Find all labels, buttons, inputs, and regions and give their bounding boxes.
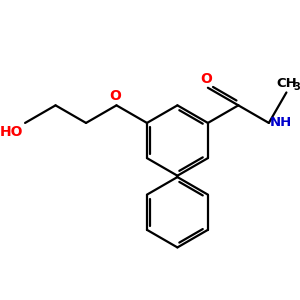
Text: NH: NH xyxy=(270,116,292,129)
Text: 3: 3 xyxy=(293,82,300,92)
Text: CH: CH xyxy=(276,77,297,90)
Text: HO: HO xyxy=(0,125,24,139)
Text: O: O xyxy=(109,89,121,103)
Text: O: O xyxy=(201,72,212,86)
